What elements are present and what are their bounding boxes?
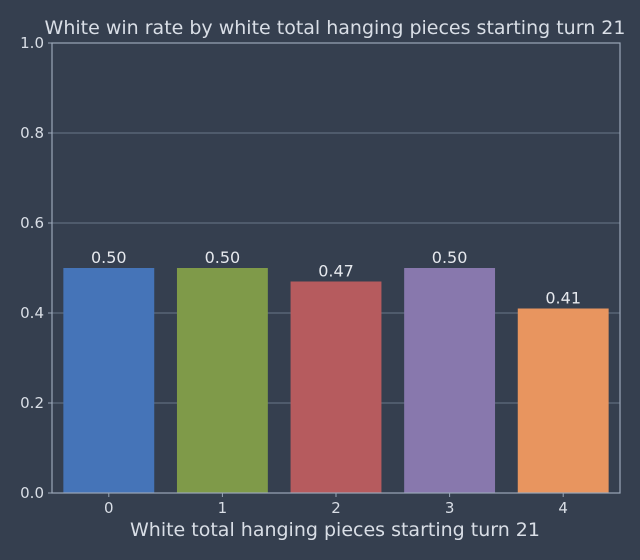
y-tick-label: 0.4 — [20, 304, 44, 322]
y-tick-label: 0.6 — [20, 214, 44, 232]
data-label: 0.50 — [205, 248, 241, 267]
bar-0 — [63, 268, 155, 493]
y-tick-label: 0.8 — [20, 124, 44, 142]
data-label: 0.50 — [91, 248, 127, 267]
y-tick-label: 0.2 — [20, 394, 44, 412]
x-axis-ticks: 0 1 2 3 4 — [104, 493, 568, 517]
y-axis-ticks: 0.0 0.2 0.4 0.6 0.8 1.0 — [20, 34, 52, 502]
bar-2 — [290, 281, 382, 493]
bar-3 — [404, 268, 496, 493]
data-label: 0.50 — [432, 248, 468, 267]
bar-1 — [176, 268, 268, 493]
x-tick-label: 3 — [445, 499, 455, 517]
data-label: 0.41 — [545, 289, 581, 308]
x-tick-label: 0 — [104, 499, 114, 517]
data-label: 0.47 — [318, 262, 354, 281]
bar-4 — [517, 308, 609, 493]
y-tick-label: 0.0 — [20, 484, 44, 502]
x-tick-label: 4 — [558, 499, 568, 517]
y-tick-label: 1.0 — [20, 34, 44, 52]
chart-title: White win rate by white total hanging pi… — [45, 17, 626, 39]
bars — [63, 268, 609, 493]
x-axis-label: White total hanging pieces starting turn… — [130, 519, 540, 541]
x-tick-label: 2 — [331, 499, 341, 517]
data-labels: 0.50 0.50 0.47 0.50 0.41 — [91, 248, 581, 308]
x-tick-label: 1 — [218, 499, 228, 517]
